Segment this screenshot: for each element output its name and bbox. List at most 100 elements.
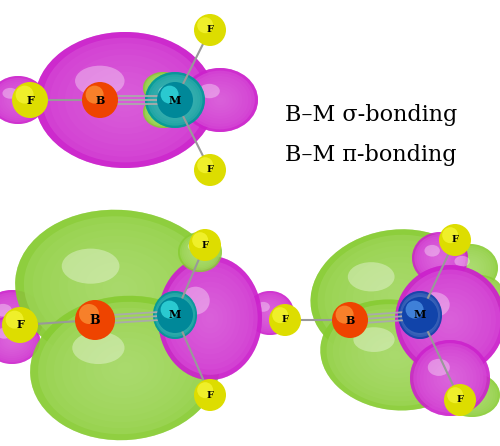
Ellipse shape bbox=[158, 86, 175, 99]
Ellipse shape bbox=[178, 232, 222, 272]
Ellipse shape bbox=[158, 256, 262, 380]
Text: B–M σ-bonding: B–M σ-bonding bbox=[285, 104, 457, 126]
Ellipse shape bbox=[412, 232, 468, 284]
Ellipse shape bbox=[5, 334, 19, 346]
Ellipse shape bbox=[102, 275, 138, 301]
Ellipse shape bbox=[46, 308, 204, 428]
Ellipse shape bbox=[15, 210, 225, 366]
Text: F: F bbox=[206, 165, 214, 174]
Ellipse shape bbox=[8, 92, 28, 108]
Circle shape bbox=[332, 302, 368, 338]
Ellipse shape bbox=[353, 262, 437, 328]
Ellipse shape bbox=[30, 296, 220, 440]
Ellipse shape bbox=[367, 273, 423, 317]
Ellipse shape bbox=[468, 285, 492, 305]
Circle shape bbox=[272, 307, 288, 323]
Text: B: B bbox=[90, 314, 101, 326]
Ellipse shape bbox=[194, 247, 205, 257]
Ellipse shape bbox=[152, 79, 198, 121]
Ellipse shape bbox=[444, 373, 500, 417]
Ellipse shape bbox=[4, 311, 20, 325]
Ellipse shape bbox=[153, 291, 197, 339]
Ellipse shape bbox=[54, 314, 196, 422]
Ellipse shape bbox=[354, 327, 395, 352]
Ellipse shape bbox=[112, 281, 128, 294]
Ellipse shape bbox=[160, 299, 190, 331]
Ellipse shape bbox=[86, 338, 164, 398]
Ellipse shape bbox=[192, 297, 228, 339]
Ellipse shape bbox=[326, 304, 464, 406]
Ellipse shape bbox=[0, 292, 42, 344]
Ellipse shape bbox=[248, 293, 292, 333]
Ellipse shape bbox=[266, 310, 274, 317]
Ellipse shape bbox=[462, 388, 481, 402]
Circle shape bbox=[160, 301, 178, 318]
Ellipse shape bbox=[0, 322, 33, 358]
Ellipse shape bbox=[0, 78, 44, 122]
Ellipse shape bbox=[178, 232, 222, 272]
Ellipse shape bbox=[404, 274, 496, 366]
Ellipse shape bbox=[419, 239, 461, 277]
Circle shape bbox=[402, 297, 438, 333]
Ellipse shape bbox=[374, 279, 416, 311]
Circle shape bbox=[447, 387, 463, 403]
Ellipse shape bbox=[42, 37, 207, 162]
Ellipse shape bbox=[11, 94, 25, 106]
Ellipse shape bbox=[256, 302, 270, 312]
Ellipse shape bbox=[382, 346, 407, 364]
Ellipse shape bbox=[189, 242, 211, 262]
Ellipse shape bbox=[0, 330, 24, 350]
Text: M: M bbox=[169, 95, 181, 106]
Ellipse shape bbox=[414, 343, 486, 413]
Ellipse shape bbox=[318, 235, 472, 355]
Ellipse shape bbox=[160, 86, 190, 114]
Ellipse shape bbox=[442, 244, 498, 292]
Ellipse shape bbox=[456, 275, 500, 315]
Ellipse shape bbox=[345, 318, 445, 392]
Circle shape bbox=[336, 306, 353, 324]
Ellipse shape bbox=[428, 359, 450, 376]
Ellipse shape bbox=[414, 283, 486, 357]
Ellipse shape bbox=[446, 248, 494, 288]
Ellipse shape bbox=[4, 88, 32, 112]
Ellipse shape bbox=[0, 290, 44, 346]
Text: F: F bbox=[282, 315, 288, 325]
Circle shape bbox=[160, 86, 178, 103]
Ellipse shape bbox=[0, 76, 46, 124]
Ellipse shape bbox=[85, 262, 155, 314]
Ellipse shape bbox=[146, 99, 180, 125]
Ellipse shape bbox=[70, 326, 180, 410]
Ellipse shape bbox=[444, 373, 500, 417]
Ellipse shape bbox=[143, 96, 183, 128]
Circle shape bbox=[79, 304, 99, 324]
Ellipse shape bbox=[144, 73, 182, 103]
Ellipse shape bbox=[0, 304, 28, 332]
Ellipse shape bbox=[162, 88, 188, 112]
Ellipse shape bbox=[192, 245, 208, 259]
Ellipse shape bbox=[117, 362, 133, 374]
Ellipse shape bbox=[184, 237, 216, 267]
Ellipse shape bbox=[182, 235, 218, 268]
Ellipse shape bbox=[346, 257, 444, 333]
Ellipse shape bbox=[0, 297, 36, 339]
Ellipse shape bbox=[436, 365, 464, 391]
Circle shape bbox=[194, 14, 226, 46]
Ellipse shape bbox=[364, 332, 426, 378]
Ellipse shape bbox=[422, 241, 459, 275]
Ellipse shape bbox=[176, 277, 244, 359]
Ellipse shape bbox=[184, 287, 236, 349]
Ellipse shape bbox=[94, 268, 146, 308]
Ellipse shape bbox=[0, 301, 30, 334]
Ellipse shape bbox=[320, 300, 470, 410]
Ellipse shape bbox=[38, 302, 212, 434]
Ellipse shape bbox=[217, 97, 223, 103]
Circle shape bbox=[197, 382, 213, 398]
Ellipse shape bbox=[468, 391, 476, 399]
Ellipse shape bbox=[208, 89, 233, 111]
Ellipse shape bbox=[148, 76, 178, 100]
Circle shape bbox=[439, 224, 471, 256]
Ellipse shape bbox=[65, 55, 185, 145]
Ellipse shape bbox=[470, 393, 474, 397]
Ellipse shape bbox=[62, 248, 120, 284]
Ellipse shape bbox=[102, 350, 148, 386]
